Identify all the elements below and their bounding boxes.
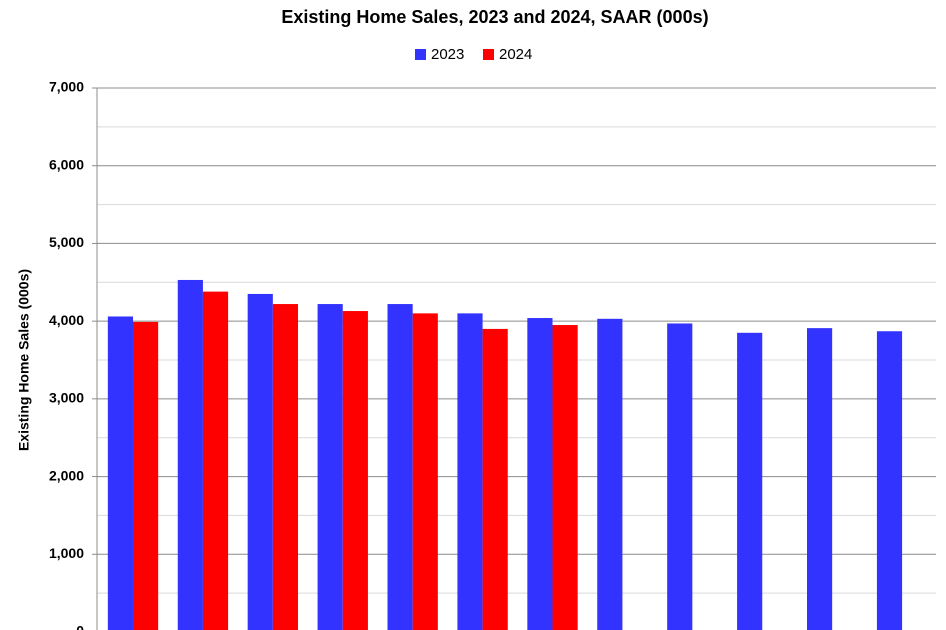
bar <box>342 311 368 630</box>
bar <box>876 331 903 630</box>
bar <box>177 279 203 630</box>
bar <box>737 332 763 630</box>
y-tick-label: 6,000 <box>49 156 84 172</box>
legend-swatch <box>483 49 494 60</box>
bar <box>387 304 413 630</box>
bar <box>107 316 134 630</box>
bar <box>527 318 553 630</box>
y-tick-label: 4,000 <box>49 312 84 328</box>
bar <box>482 328 508 630</box>
bar <box>807 328 833 630</box>
y-tick-label: 7,000 <box>49 79 84 95</box>
bar <box>133 321 159 630</box>
y-tick-label: 5,000 <box>49 234 84 250</box>
y-tick-label: 1,000 <box>49 545 84 561</box>
bar <box>202 291 229 630</box>
bar <box>597 318 623 630</box>
chart-title: Existing Home Sales, 2023 and 2024, SAAR… <box>281 7 708 27</box>
y-tick-label: 0 <box>76 623 84 630</box>
bar <box>247 293 273 630</box>
bar <box>667 323 693 630</box>
bar <box>552 325 578 630</box>
y-tick-label: 2,000 <box>49 467 84 483</box>
y-axis-label: Existing Home Sales (000s) <box>16 269 32 451</box>
bar <box>412 313 438 630</box>
legend-label: 2024 <box>499 46 532 63</box>
legend-swatch <box>415 49 426 60</box>
bar <box>457 313 483 630</box>
y-tick-label: 3,000 <box>49 390 84 406</box>
bar <box>317 304 343 630</box>
bar <box>272 304 299 630</box>
legend-label: 2023 <box>431 46 464 63</box>
